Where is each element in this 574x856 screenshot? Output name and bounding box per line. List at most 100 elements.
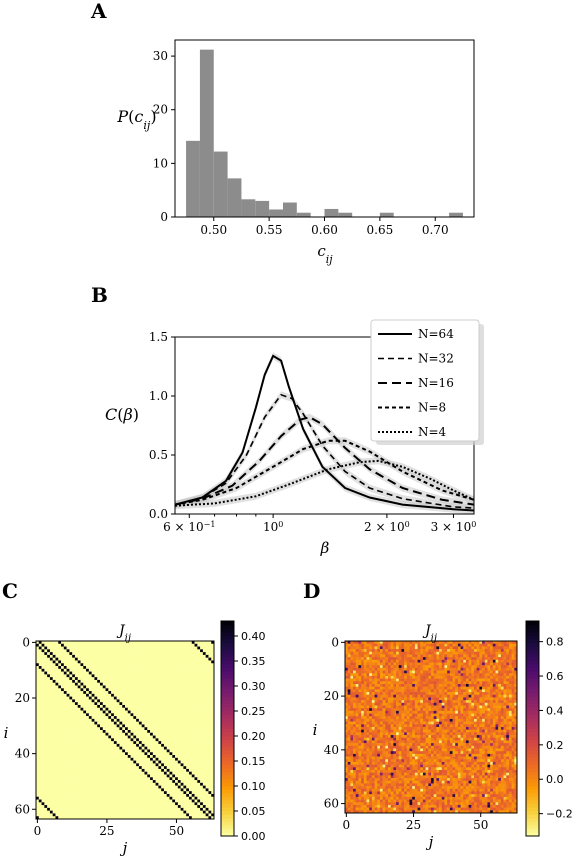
panel-c-cell (208, 702, 212, 706)
panel-d-cell (398, 643, 402, 647)
panel-c-cell (150, 788, 154, 792)
panel-d-cell (353, 641, 357, 644)
panel-c-cell (208, 738, 212, 742)
panel-c-cell (188, 641, 193, 645)
panel-c-cell (41, 699, 45, 703)
panel-c-cell (163, 777, 168, 781)
panel-c-cell (74, 710, 79, 714)
panel-c-cell (102, 799, 106, 803)
panel-c-cell (72, 780, 76, 784)
panel-c-cell (144, 641, 148, 645)
panel-c-colorbar-step (221, 710, 234, 715)
panel-d-cell (401, 667, 405, 671)
panel-c-cell (200, 666, 204, 670)
panel-c-cell (80, 810, 84, 814)
panel-c-cell (63, 716, 67, 720)
panel-d-cell (374, 643, 378, 647)
panel-c-cell (172, 746, 176, 750)
panel-c-cell (108, 755, 112, 759)
panel-d-cell (361, 649, 365, 653)
panel-c-cell (83, 710, 87, 714)
panel-c-cell (205, 780, 209, 784)
panel-c-cell (197, 704, 201, 709)
panel-c-cell (144, 649, 148, 653)
panel-c-cell (97, 691, 101, 695)
panel-c-cell (161, 649, 165, 653)
panel-c-cell (122, 643, 126, 647)
panel-c-cell (152, 704, 156, 709)
panel-c-cell (52, 699, 56, 703)
panel-c-cell (141, 649, 145, 653)
panel-c-cell (202, 741, 206, 745)
panel-d-cell (355, 641, 359, 644)
panel-c-cell (80, 774, 84, 778)
panel-c-cell (127, 730, 131, 734)
panel-c-cell (72, 704, 76, 709)
panel-c-cell (208, 796, 212, 800)
panel-d-cell (398, 654, 402, 658)
panel-c-cell (144, 799, 148, 803)
panel-c-cell (61, 641, 65, 645)
panel-c-cell (36, 688, 40, 692)
panel-c-cell (122, 685, 126, 689)
panel-c-cell (200, 755, 204, 759)
panel-c-cell (191, 716, 195, 720)
panel-c-cell (97, 652, 101, 656)
panel-c-cell (194, 646, 198, 650)
panel-c-cell (169, 677, 173, 681)
panel-c-cell (155, 699, 159, 703)
panel-d-cell (498, 665, 502, 669)
panel-c-cell (175, 677, 179, 681)
panel-c-cell (172, 766, 176, 770)
panel-d-cell (350, 659, 354, 663)
panel-c-cell (125, 799, 129, 803)
panel-c-cell (127, 746, 131, 750)
panel-d-cell (404, 649, 408, 653)
panel-d-cell (474, 654, 477, 658)
panel-c-cell (69, 710, 73, 714)
panel-c-cell (200, 713, 204, 717)
panel-c-cell (169, 780, 173, 784)
panel-c-cell (147, 668, 151, 672)
panel-c-cell (38, 663, 42, 667)
panel-c-cell (127, 654, 131, 658)
panel-c-cell (197, 791, 201, 795)
panel-c-cell (144, 735, 148, 739)
panel-c-cell (44, 707, 48, 711)
panel-c-cell (113, 793, 117, 798)
panel-c-cell (97, 693, 101, 697)
panel-c-cell (133, 671, 137, 675)
panel-d-cell (508, 643, 512, 647)
panel-c-cell (186, 777, 190, 781)
panel-c-cell (166, 807, 170, 811)
panel-c-cell (119, 677, 123, 681)
panel-c-cell (169, 685, 173, 689)
panel-d-cell (498, 654, 502, 658)
panel-c-cell (41, 668, 45, 672)
panel-c-cell (166, 641, 170, 645)
panel-c-cell (88, 796, 92, 800)
panel-c-cell (130, 716, 134, 720)
panel-d-cell (412, 643, 416, 647)
panel-c-cell (133, 780, 137, 784)
panel-c-cell (86, 785, 90, 789)
panel-c-cell (197, 677, 201, 681)
panel-c-cell (94, 730, 98, 734)
panel-c-cell (108, 657, 112, 661)
panel-c-cell (111, 791, 115, 795)
panel-c-cell (202, 721, 206, 725)
panel-c-cell (175, 685, 179, 689)
panel-c-cell (91, 663, 95, 667)
panel-b-xtick-exp-2: 0 (405, 520, 410, 529)
panel-c-cell (77, 710, 81, 714)
panel-c-cell (180, 707, 184, 711)
panel-d-cell (361, 665, 365, 669)
panel-c-cell (88, 713, 92, 717)
panel-c-cell (183, 702, 187, 706)
panel-c-cell (119, 724, 123, 728)
panel-c-cell (58, 780, 62, 784)
panel-d-cell (476, 654, 480, 658)
panel-c-cell (83, 724, 87, 728)
panel-c-cell (58, 641, 62, 645)
panel-c-cell (58, 646, 62, 650)
